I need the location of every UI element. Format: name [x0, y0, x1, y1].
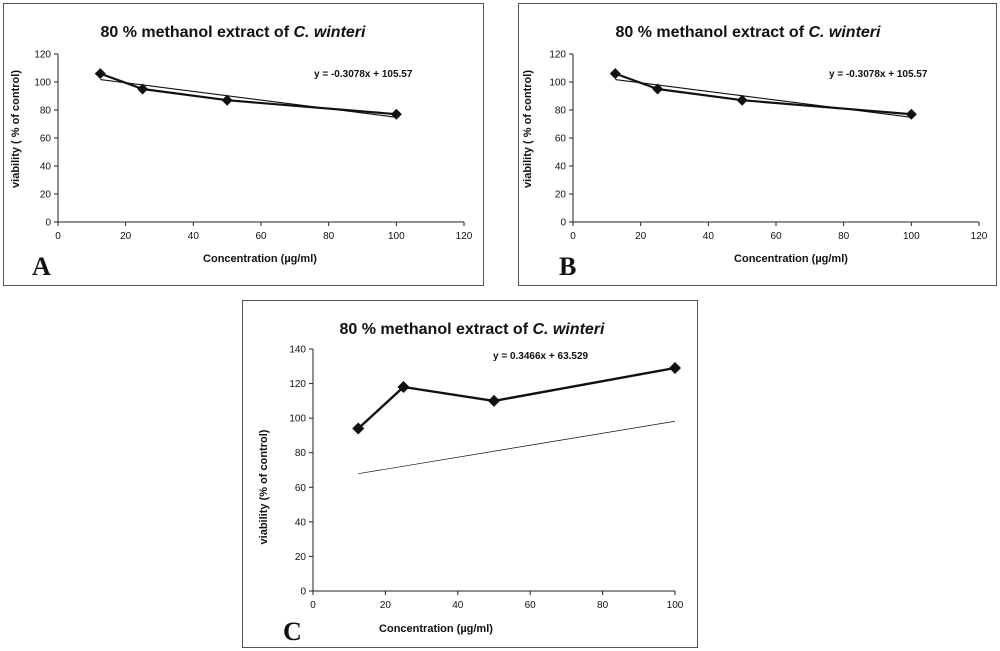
- chart-title-text: 80 % methanol extract of: [101, 24, 294, 41]
- data-point-marker: [94, 68, 106, 80]
- panel-label: C: [283, 617, 302, 646]
- x-tick-label: 120: [456, 231, 473, 242]
- x-tick-label: 60: [255, 231, 267, 242]
- data-point-marker: [488, 394, 500, 407]
- x-tick-label: 20: [380, 600, 392, 611]
- data-point-marker: [137, 83, 149, 95]
- chart-b-svg: 80 % methanol extract of C. winteri 0 20 40…: [522, 24, 988, 281]
- x-tick-label: 60: [525, 600, 537, 611]
- y-tick-label: 60: [40, 134, 52, 145]
- x-tick-label: 100: [903, 231, 920, 242]
- y-tick-label: 100: [34, 78, 51, 89]
- chart-title-species: C. winteri: [532, 321, 605, 338]
- data-point-marker: [352, 422, 365, 435]
- chart-title-text: 80 % methanol extract of: [340, 321, 533, 338]
- panel-label: B: [559, 252, 576, 281]
- y-tick-label: 120: [289, 379, 306, 390]
- y-tick-label: 20: [295, 552, 307, 563]
- chart-c-svg: 80 % methanol extract of C. winteri 0 20 40…: [258, 321, 684, 646]
- y-tick-label: 80: [555, 106, 567, 117]
- data-point-marker: [905, 108, 917, 120]
- panel-label: A: [32, 252, 51, 281]
- x-tick-label: 20: [635, 231, 647, 242]
- x-tick-label: 80: [597, 600, 609, 611]
- x-tick-label: 20: [120, 231, 132, 242]
- y-tick-label: 40: [295, 517, 307, 528]
- y-axis-label: viability ( % of control): [10, 70, 22, 188]
- data-point-marker: [397, 381, 410, 394]
- x-tick-label: 40: [188, 231, 200, 242]
- x-axis-label: Concentration (µg/ml): [203, 253, 317, 265]
- series-line: [99, 72, 397, 116]
- x-tick-label: 0: [570, 231, 576, 242]
- chart-panel-a: 80 % methanol extract of C. winteri 0 20 40…: [3, 3, 484, 286]
- chart-title: 80 % methanol extract of C. winteri: [340, 321, 606, 338]
- chart-title-species: C. winteri: [293, 24, 366, 41]
- chart-title: 80 % methanol extract of C. winteri: [101, 24, 367, 41]
- trendline-equation: y = -0.3078x + 105.57: [314, 69, 413, 80]
- y-tick-label: 0: [300, 587, 306, 598]
- y-tick-label: 0: [560, 218, 566, 229]
- trendline: [358, 420, 676, 475]
- x-axis-label: Concentration (µg/ml): [734, 253, 848, 265]
- x-tick-label: 100: [667, 600, 684, 611]
- data-point-marker: [221, 94, 233, 106]
- data-point-marker: [609, 68, 621, 80]
- x-tick-label: 100: [388, 231, 405, 242]
- y-tick-label: 140: [289, 345, 306, 356]
- x-tick-label: 0: [55, 231, 61, 242]
- y-tick-label: 100: [549, 78, 566, 89]
- chart-panel-c: 80 % methanol extract of C. winteri 0 20 40…: [242, 300, 698, 648]
- y-tick-label: 80: [40, 106, 52, 117]
- chart-a-svg: 80 % methanol extract of C. winteri 0 20 40…: [10, 24, 473, 281]
- trendline-equation: y = 0.3466x + 63.529: [493, 351, 589, 362]
- x-tick-label: 40: [703, 231, 715, 242]
- data-point-marker: [652, 83, 664, 95]
- chart-title-text: 80 % methanol extract of: [616, 24, 809, 41]
- y-tick-label: 40: [555, 162, 567, 173]
- y-tick-label: 120: [549, 50, 566, 61]
- x-tick-label: 80: [323, 231, 335, 242]
- chart-title-species: C. winteri: [808, 24, 881, 41]
- series-line: [614, 72, 912, 116]
- x-tick-label: 120: [971, 231, 988, 242]
- data-point-marker: [736, 94, 748, 106]
- y-tick-label: 60: [555, 134, 567, 145]
- series-line: [357, 366, 676, 430]
- data-point-marker: [390, 108, 402, 120]
- y-tick-label: 80: [295, 448, 307, 459]
- chart-panel-b: 80 % methanol extract of C. winteri 0 20 40…: [518, 3, 997, 286]
- y-axis-label: viability ( % of control): [522, 70, 534, 188]
- chart-title: 80 % methanol extract of C. winteri: [616, 24, 882, 41]
- x-axis-label: Concentration (µg/ml): [379, 623, 493, 635]
- trendline: [100, 79, 397, 118]
- x-tick-label: 0: [310, 600, 316, 611]
- y-tick-label: 20: [555, 190, 567, 201]
- y-tick-label: 100: [289, 414, 306, 425]
- y-tick-label: 20: [40, 190, 52, 201]
- data-point-marker: [669, 362, 681, 375]
- y-tick-label: 120: [34, 50, 51, 61]
- y-tick-label: 40: [40, 162, 52, 173]
- trendline-equation: y = -0.3078x + 105.57: [829, 69, 928, 80]
- y-tick-label: 60: [295, 483, 307, 494]
- x-tick-label: 80: [838, 231, 850, 242]
- x-tick-label: 40: [452, 600, 464, 611]
- y-tick-label: 0: [45, 218, 51, 229]
- trendline: [615, 79, 912, 118]
- x-tick-label: 60: [770, 231, 782, 242]
- y-axis-label: viability (% of control): [258, 429, 270, 544]
